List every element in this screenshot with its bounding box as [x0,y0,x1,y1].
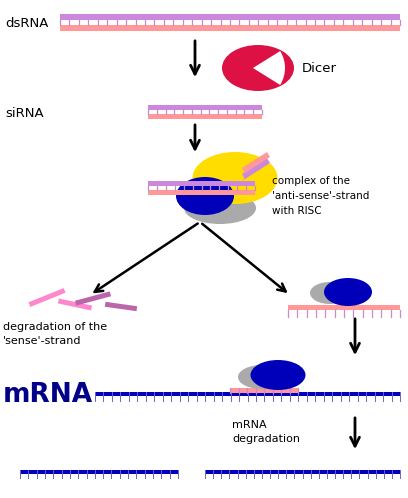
Bar [105,302,137,311]
Ellipse shape [193,152,277,204]
Bar [148,105,262,110]
Ellipse shape [324,278,372,306]
Bar [20,470,178,474]
Bar [148,190,255,195]
Bar [148,181,255,186]
Bar [205,470,400,474]
Text: mRNA
degradation: mRNA degradation [232,420,300,444]
Ellipse shape [184,192,256,224]
Bar [95,392,400,396]
Bar [288,305,400,310]
Bar [60,13,400,19]
Bar [29,288,66,307]
Text: siRNA: siRNA [5,107,44,120]
Ellipse shape [238,365,286,389]
Bar [230,388,298,393]
Ellipse shape [310,282,350,304]
Bar [148,114,262,119]
Text: degradation of the
'sense'-strand: degradation of the 'sense'-strand [3,322,107,346]
Text: mRNA: mRNA [3,382,93,408]
Bar [75,291,111,306]
Ellipse shape [176,177,234,215]
Bar [58,298,92,310]
Bar [60,24,400,30]
Ellipse shape [251,360,306,390]
Polygon shape [242,158,270,179]
Text: complex of the
'anti-sense'-strand
with RISC: complex of the 'anti-sense'-strand with … [272,176,369,216]
Wedge shape [253,51,285,85]
Text: Dicer: Dicer [302,61,337,75]
Text: dsRNA: dsRNA [5,16,49,29]
Ellipse shape [222,45,294,91]
Polygon shape [242,152,270,173]
